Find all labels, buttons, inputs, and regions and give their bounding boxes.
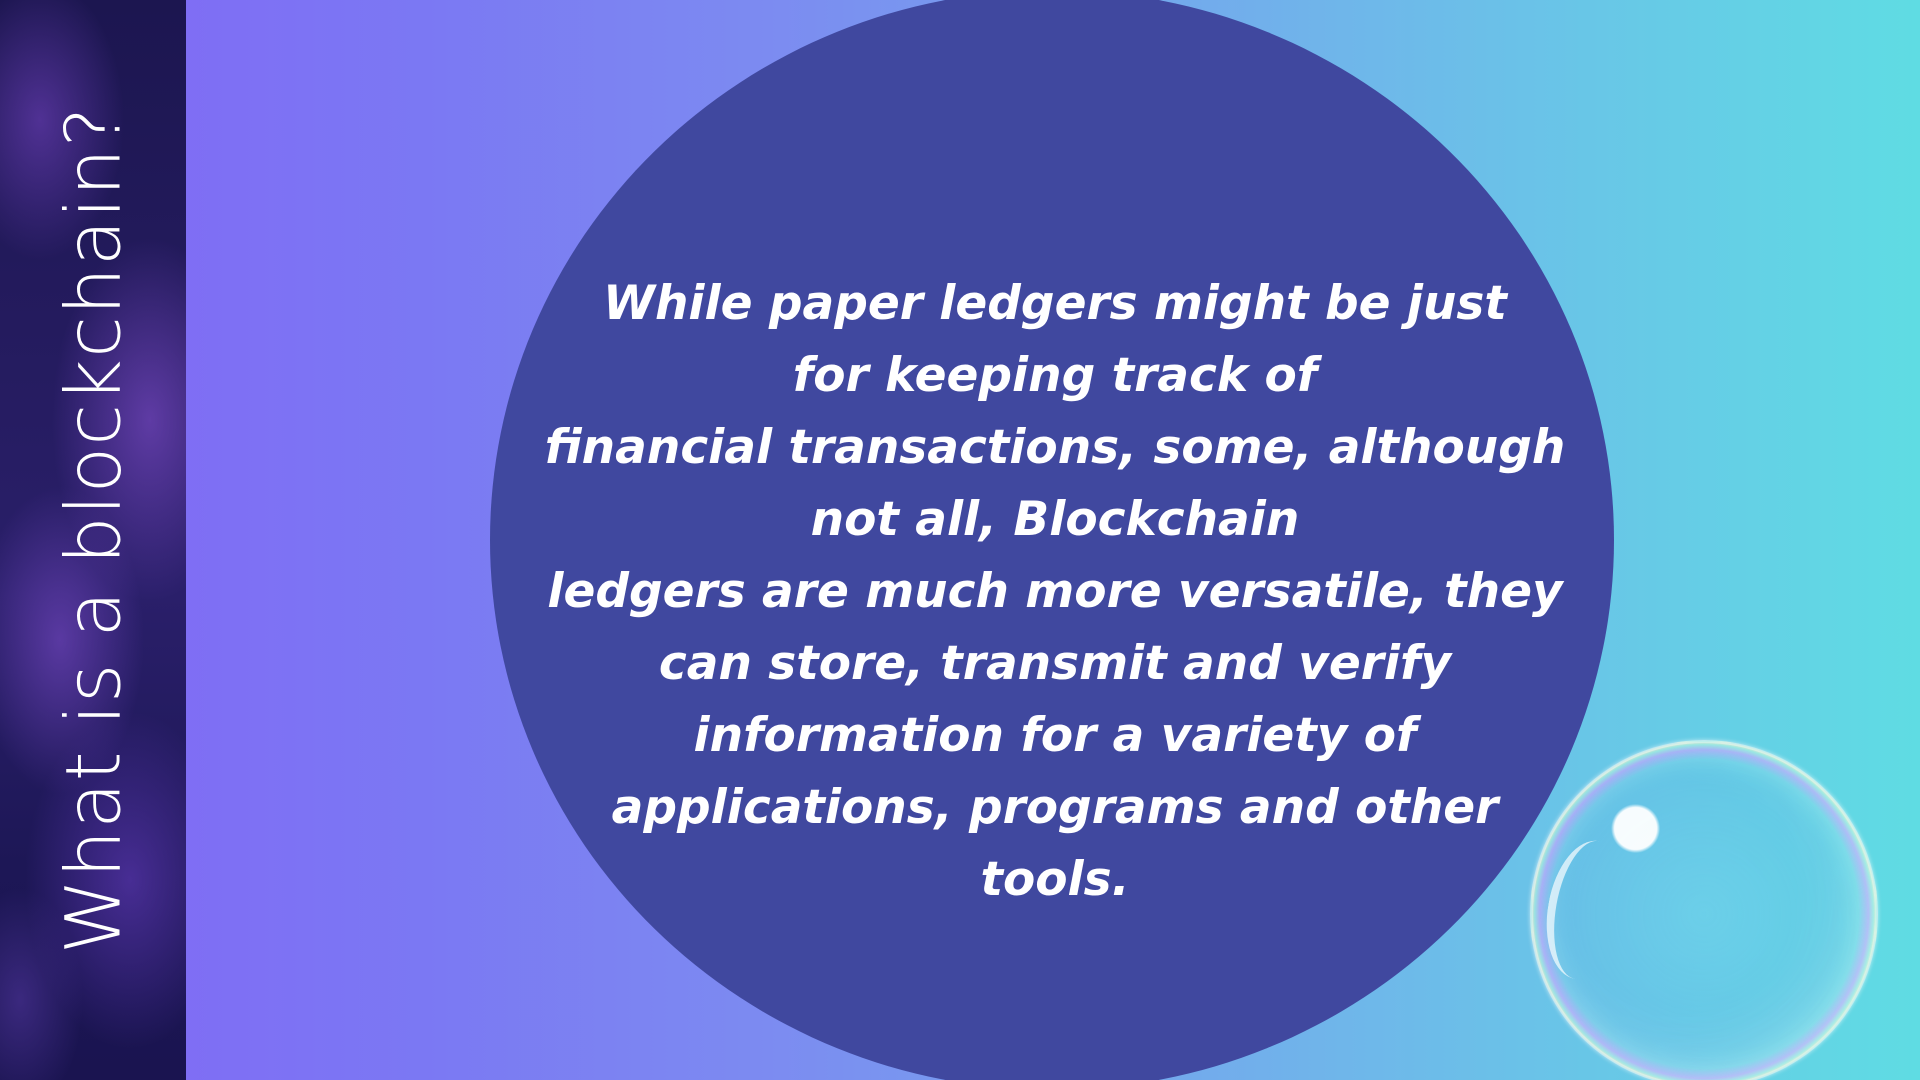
- body-line: ledgers are much more versatile, they: [547, 564, 1563, 619]
- body-line: tools.: [980, 852, 1130, 907]
- content-circle: [490, 0, 1614, 1080]
- body-text: While paper ledgers might be just for ke…: [510, 268, 1600, 916]
- body-line: can store, transmit and verify: [658, 636, 1452, 691]
- body-line: applications, programs and other: [611, 780, 1499, 835]
- body-line: information for a variety of: [693, 708, 1417, 763]
- soap-bubble-image: [1530, 740, 1878, 1080]
- body-line: for keeping track of: [792, 348, 1318, 403]
- smoke-background-strip: [0, 0, 186, 1080]
- body-line: not all, Blockchain: [810, 492, 1300, 547]
- body-line: While paper ledgers might be just: [603, 276, 1507, 331]
- side-title: What is a blockchain?: [48, 105, 138, 955]
- body-line: financial transactions, some, although: [544, 420, 1566, 475]
